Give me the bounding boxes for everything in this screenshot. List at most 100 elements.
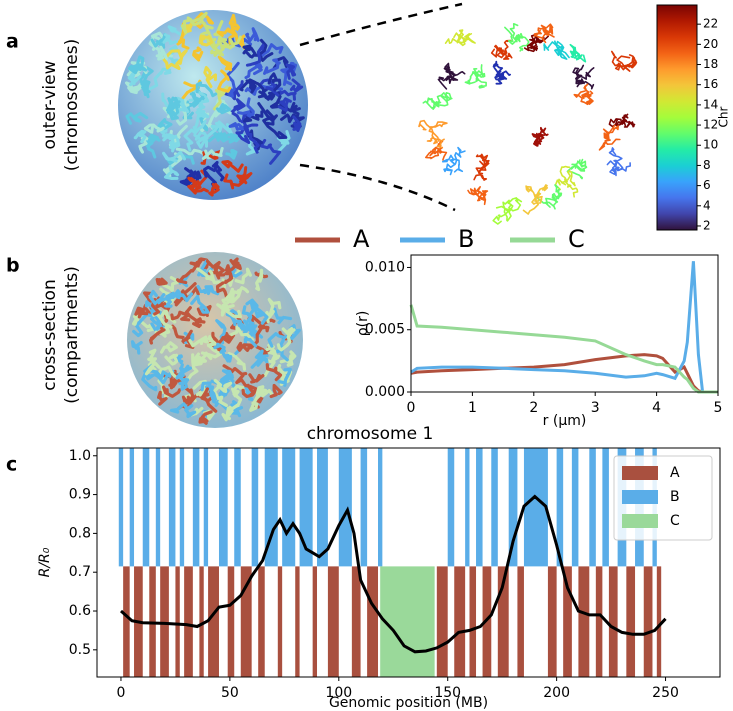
compartment-bar: [203, 448, 209, 567]
compartment-bar: [436, 566, 448, 677]
compartment-bar: [491, 448, 498, 567]
strand: [211, 160, 225, 182]
strand: [259, 138, 282, 165]
compartment-bar: [497, 566, 509, 677]
compartment-bar: [338, 448, 352, 567]
strand: [155, 277, 168, 286]
compartment-bar: [517, 566, 524, 677]
y-axis-label: ρ(r): [355, 311, 371, 337]
strand: [442, 154, 456, 166]
strand: [501, 50, 513, 60]
strand: [147, 369, 175, 385]
strand: [502, 197, 523, 210]
strand: [157, 390, 168, 406]
x-tick-label: 0: [407, 400, 416, 416]
x-tick-label: 4: [652, 400, 661, 416]
line-series: [409, 304, 718, 394]
strand: [267, 72, 282, 92]
strand: [621, 113, 629, 122]
strand: [611, 162, 631, 173]
panel-side-label: (chromosomes): [62, 39, 82, 172]
strand: [243, 126, 260, 154]
strand: [426, 97, 440, 108]
strand: [154, 325, 171, 338]
strand: [205, 259, 226, 277]
strand: [190, 294, 210, 314]
strand: [554, 178, 567, 191]
y-tick-label: 1.0: [69, 448, 91, 464]
strand: [230, 326, 254, 342]
y-tick-label: 0.8: [69, 525, 91, 541]
strand: [247, 300, 257, 329]
strand: [201, 147, 224, 160]
strand: [250, 81, 266, 99]
compartment-bar: [118, 448, 124, 567]
legend-swatch: [622, 490, 658, 504]
strand: [196, 267, 215, 282]
compartment-bar: [656, 566, 662, 677]
strand: [175, 363, 190, 382]
strand: [162, 150, 186, 163]
strand: [215, 319, 227, 345]
strand: [184, 408, 197, 419]
strand: [618, 56, 637, 68]
x-tick-label: 5: [714, 400, 723, 416]
colorbar-tick-label: 6: [703, 178, 711, 192]
compartment-bar: [227, 566, 235, 677]
compartment-bar: [589, 448, 596, 567]
strand: [141, 371, 158, 392]
strand: [236, 341, 252, 352]
y-tick-label: 0.010: [365, 259, 405, 275]
strand: [277, 97, 292, 112]
strand: [573, 90, 592, 106]
strand: [493, 67, 505, 78]
strand: [181, 395, 193, 408]
strand: [564, 180, 579, 198]
strand: [509, 23, 519, 43]
strand: [544, 196, 558, 210]
legend-label: C: [568, 225, 585, 253]
strand: [192, 46, 204, 62]
legend-swatch: [622, 466, 658, 480]
strand: [476, 193, 487, 202]
compartment-bar: [367, 566, 379, 677]
compartment-bar: [184, 566, 193, 677]
compartment-bar: [378, 448, 383, 567]
strand: [454, 146, 466, 166]
strand: [200, 121, 224, 148]
compartment-bar: [160, 566, 169, 677]
strand: [285, 63, 297, 80]
colorbar-tick-label: 8: [703, 158, 711, 172]
compartment-bar: [465, 448, 470, 567]
compartment-bar: [299, 448, 313, 567]
strand: [575, 74, 585, 88]
strand: [162, 133, 178, 149]
plot-frame: [96, 447, 721, 678]
strand: [213, 342, 227, 354]
strand: [475, 159, 490, 174]
strand: [492, 208, 511, 225]
compartment-bar: [258, 566, 265, 677]
strand: [228, 122, 246, 131]
x-tick-label: 2: [529, 400, 538, 416]
line-series: [410, 353, 718, 394]
strand: [475, 77, 487, 89]
compartment-bar: [608, 566, 618, 677]
strand: [223, 173, 248, 190]
colorbar-tick-label: 4: [703, 198, 711, 212]
strand: [235, 123, 259, 144]
plot-area: [118, 448, 667, 677]
strand: [242, 44, 257, 59]
strand: [569, 43, 581, 59]
compartment-bar: [277, 566, 283, 677]
strand: [223, 287, 235, 304]
strand: [143, 123, 165, 134]
strand: [160, 309, 177, 324]
strand: [265, 343, 280, 362]
compartment-bar: [282, 448, 296, 567]
strand: [268, 90, 282, 106]
compartment-bar: [454, 566, 466, 677]
strand: [225, 304, 242, 319]
strand: [276, 331, 293, 352]
strand: [534, 184, 549, 199]
